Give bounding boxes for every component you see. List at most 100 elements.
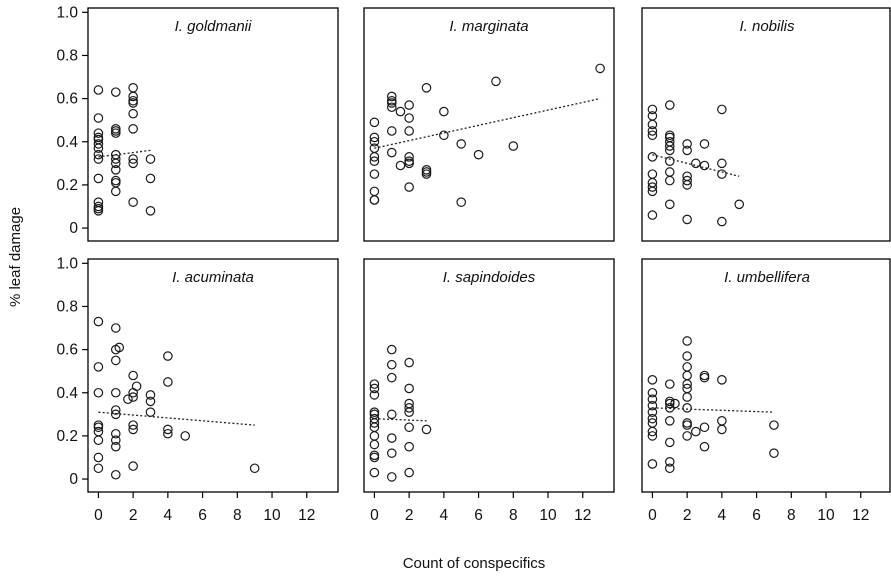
data-point	[369, 431, 380, 441]
data-point	[699, 441, 710, 452]
data-point	[717, 216, 727, 227]
data-point	[180, 431, 191, 441]
y-tick-label: 0.6	[56, 342, 78, 359]
data-point	[647, 375, 658, 385]
y-tick-label: 0.6	[56, 91, 78, 108]
data-point	[404, 152, 414, 162]
data-point	[128, 83, 138, 93]
data-point	[647, 169, 658, 179]
x-tick-label: 10	[817, 507, 835, 524]
data-point	[404, 407, 414, 417]
data-point	[404, 126, 414, 136]
panel-title: I. nobilis	[739, 18, 795, 35]
data-point	[128, 392, 138, 402]
data-point	[595, 63, 605, 74]
x-tick-label: 10	[539, 507, 557, 524]
data-point	[647, 152, 658, 162]
data-point	[93, 422, 104, 433]
data-point	[439, 106, 449, 117]
data-point	[647, 186, 658, 197]
x-tick-label: 2	[129, 507, 138, 524]
trend-line	[652, 407, 774, 413]
data-point	[369, 156, 380, 166]
data-point	[128, 424, 138, 435]
data-point	[404, 383, 414, 394]
data-point	[386, 91, 397, 102]
data-point	[682, 351, 692, 361]
data-point	[369, 132, 380, 143]
data-point	[404, 113, 414, 123]
data-point	[386, 147, 397, 158]
data-point	[369, 136, 380, 147]
data-point	[664, 175, 675, 186]
data-point	[691, 158, 701, 169]
data-point	[647, 387, 658, 398]
data-point	[647, 400, 658, 411]
y-tick-label: 1.0	[56, 4, 78, 21]
y-axis-title: % leaf damage	[7, 207, 24, 307]
x-tick-label: 2	[405, 507, 414, 524]
data-point	[249, 463, 260, 474]
data-point	[682, 145, 692, 156]
data-point	[369, 383, 380, 394]
data-point	[717, 424, 727, 435]
data-point	[647, 210, 658, 220]
data-point	[128, 158, 138, 169]
data-point	[110, 469, 121, 480]
panel-title: I. acuminata	[172, 269, 254, 286]
trend-line	[98, 149, 151, 158]
data-point	[664, 141, 675, 151]
data-point	[93, 173, 104, 184]
data-point	[404, 100, 414, 110]
panel-i-acuminata: I. acuminata 0 0.2 0.4 0.6 0.8 1.0 0 2 4 6 8 10 12	[56, 255, 339, 524]
data-point	[386, 472, 397, 482]
panel-frame	[363, 258, 615, 493]
data-point	[93, 139, 104, 149]
data-point	[128, 124, 138, 134]
data-point	[664, 379, 675, 389]
x-tick-label: 6	[752, 507, 761, 524]
data-point	[369, 439, 380, 450]
data-point	[110, 158, 121, 169]
data-point	[93, 387, 104, 398]
data-point	[664, 437, 675, 448]
data-point	[664, 156, 675, 166]
data-point	[717, 104, 727, 115]
data-point	[508, 141, 519, 151]
x-tick-label: 10	[263, 507, 281, 524]
data-point	[670, 398, 680, 409]
data-point	[404, 403, 414, 413]
data-point	[386, 448, 397, 458]
data-point	[386, 409, 397, 420]
panel-points	[369, 63, 605, 207]
data-point	[395, 106, 406, 117]
x-tick-label: 0	[94, 507, 103, 524]
data-point	[647, 431, 658, 441]
data-point	[664, 398, 675, 409]
data-point	[163, 351, 173, 361]
y-tick-label: 0	[69, 220, 78, 237]
data-point	[682, 403, 692, 413]
data-point	[682, 392, 692, 402]
data-point	[110, 387, 121, 398]
panel-points	[647, 100, 745, 227]
data-point	[682, 362, 692, 372]
data-point	[717, 375, 727, 385]
data-point	[110, 441, 121, 452]
y-tick-label: 0.2	[56, 428, 78, 445]
data-point	[123, 394, 133, 405]
x-tick-label: 8	[233, 507, 242, 524]
data-point	[93, 362, 104, 372]
data-point	[421, 169, 432, 179]
panel-i-goldmanii: I. goldmanii 0 0.2 0.4 0.6 0.8 1.0	[56, 4, 339, 242]
data-point	[647, 111, 658, 121]
x-axis-title: Count of conspecifics	[403, 555, 546, 572]
data-point	[664, 167, 675, 177]
x-tick-label: 12	[298, 507, 315, 524]
data-point	[386, 126, 397, 136]
data-point	[491, 76, 501, 87]
data-point	[386, 433, 397, 443]
y-tick-label: 0.4	[56, 385, 78, 402]
data-point	[717, 169, 727, 179]
